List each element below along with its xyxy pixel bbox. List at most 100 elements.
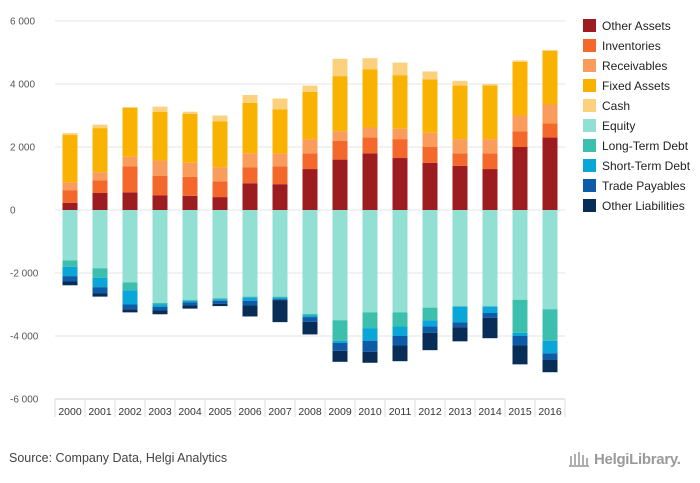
bar-segment[interactable] <box>542 340 558 354</box>
bar-segment[interactable] <box>62 276 78 282</box>
bar-segment[interactable] <box>152 304 168 307</box>
bar-segment[interactable] <box>332 350 348 362</box>
bar-segment[interactable] <box>512 60 528 62</box>
bar-segment[interactable] <box>302 313 318 316</box>
bar-segment[interactable] <box>212 115 228 122</box>
bar-segment[interactable] <box>122 309 138 313</box>
bar-segment[interactable] <box>62 133 78 136</box>
bar-segment[interactable] <box>152 195 168 210</box>
bar-segment[interactable] <box>542 49 558 51</box>
bar-segment[interactable] <box>422 162 438 210</box>
bar-segment[interactable] <box>362 153 378 210</box>
bar-segment[interactable] <box>122 282 138 291</box>
bar-segment[interactable] <box>512 210 528 300</box>
bar-segment[interactable] <box>212 210 228 299</box>
bar-segment[interactable] <box>92 277 108 288</box>
bar-segment[interactable] <box>332 342 348 351</box>
bar-segment[interactable] <box>452 210 468 307</box>
bar-segment[interactable] <box>62 260 78 267</box>
bar-segment[interactable] <box>302 85 318 92</box>
bar-segment[interactable] <box>332 210 348 321</box>
bar-segment[interactable] <box>272 299 288 301</box>
bar-segment[interactable] <box>152 111 168 161</box>
bar-segment[interactable] <box>452 153 468 166</box>
bar-segment[interactable] <box>272 153 288 167</box>
bar-segment[interactable] <box>452 322 468 328</box>
bar-segment[interactable] <box>182 111 198 114</box>
legend-item[interactable]: Equity <box>583 119 635 133</box>
bar-segment[interactable] <box>302 321 318 335</box>
bar-segment[interactable] <box>362 340 378 352</box>
bar-segment[interactable] <box>242 210 258 297</box>
bar-segment[interactable] <box>482 139 498 154</box>
bar-segment[interactable] <box>92 287 108 294</box>
bar-segment[interactable] <box>182 195 198 210</box>
bar-segment[interactable] <box>422 147 438 163</box>
bar-segment[interactable] <box>122 290 138 305</box>
bar-segment[interactable] <box>242 153 258 168</box>
bar-segment[interactable] <box>302 210 318 314</box>
legend-item[interactable]: Receivables <box>583 59 667 73</box>
bar-segment[interactable] <box>452 80 468 86</box>
bar-segment[interactable] <box>62 190 78 203</box>
bar-segment[interactable] <box>512 115 528 132</box>
bar-segment[interactable] <box>62 281 78 286</box>
bar-segment[interactable] <box>452 306 468 323</box>
bar-segment[interactable] <box>182 210 198 300</box>
legend-item[interactable]: Short-Term Debt <box>583 159 691 173</box>
bar-segment[interactable] <box>302 169 318 210</box>
bar-segment[interactable] <box>212 167 228 182</box>
bar-segment[interactable] <box>152 302 168 305</box>
bar-segment[interactable] <box>212 303 228 307</box>
bar-segment[interactable] <box>62 182 78 191</box>
bar-segment[interactable] <box>182 302 198 306</box>
legend[interactable]: Other Assets Inventories Receivables Fixed … <box>583 19 691 213</box>
bar-segment[interactable] <box>452 306 468 307</box>
bar-segment[interactable] <box>482 210 498 307</box>
bar-segment[interactable] <box>392 75 408 129</box>
bar-segment[interactable] <box>242 183 258 210</box>
bar-segment[interactable] <box>332 131 348 141</box>
bar-segment[interactable] <box>392 62 408 76</box>
bar-segment[interactable] <box>542 359 558 373</box>
bar-segment[interactable] <box>542 50 558 105</box>
bar-segment[interactable] <box>332 76 348 132</box>
bar-segment[interactable] <box>62 210 78 261</box>
bar-segment[interactable] <box>92 180 108 193</box>
bar-segment[interactable] <box>92 124 108 129</box>
bar-segment[interactable] <box>92 210 108 269</box>
bar-segment[interactable] <box>482 313 498 318</box>
bar-segment[interactable] <box>392 158 408 210</box>
legend-item[interactable]: Inventories <box>583 39 661 53</box>
bar-segment[interactable] <box>392 312 408 327</box>
bar-segment[interactable] <box>62 135 78 183</box>
bar-segment[interactable] <box>272 297 288 300</box>
bar-segment[interactable] <box>122 107 138 157</box>
bar-segment[interactable] <box>272 166 288 185</box>
bar-segment[interactable] <box>362 312 378 329</box>
bar-segment[interactable] <box>242 297 258 301</box>
bar-segment[interactable] <box>152 210 168 303</box>
bar-segment[interactable] <box>392 128 408 140</box>
bar-segment[interactable] <box>182 300 198 303</box>
legend-item[interactable]: Other Assets <box>583 19 671 33</box>
bar-segment[interactable] <box>302 317 318 322</box>
bar-segment[interactable] <box>542 123 558 138</box>
bar-segment[interactable] <box>272 300 288 323</box>
bar-segment[interactable] <box>422 307 438 321</box>
bar-segment[interactable] <box>122 156 138 167</box>
bar-segment[interactable] <box>212 298 228 300</box>
bar-segment[interactable] <box>272 184 288 210</box>
bar-segment[interactable] <box>122 210 138 283</box>
bar-segment[interactable] <box>542 309 558 341</box>
bar-segment[interactable] <box>482 84 498 86</box>
bar-segment[interactable] <box>152 160 168 176</box>
bar-segment[interactable] <box>272 109 288 154</box>
bar-segment[interactable] <box>512 336 528 346</box>
bar-segment[interactable] <box>422 79 438 133</box>
bar-segment[interactable] <box>212 300 228 304</box>
bar-segment[interactable] <box>332 340 348 343</box>
bar-segment[interactable] <box>482 85 498 140</box>
bar-segment[interactable] <box>92 128 108 173</box>
bar-segment[interactable] <box>362 351 378 363</box>
